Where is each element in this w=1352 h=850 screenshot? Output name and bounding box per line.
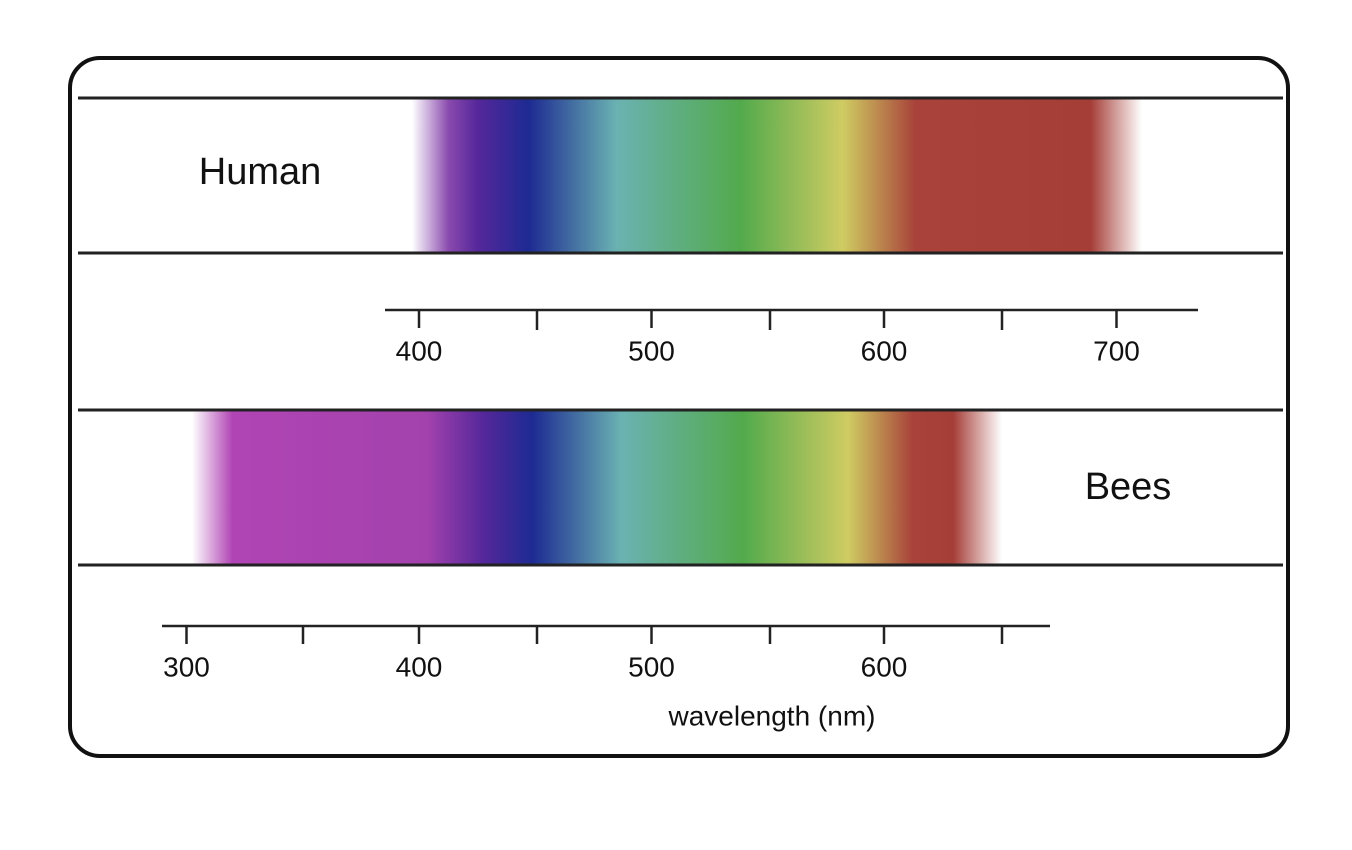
axis-title: wavelength (nm) [668, 700, 876, 731]
panel-label: Bees [1085, 466, 1172, 508]
tick-label: 400 [396, 651, 443, 682]
tick-label: 400 [396, 335, 443, 366]
panel-label: Human [199, 151, 322, 193]
tick-label: 300 [163, 651, 210, 682]
axes [162, 308, 1198, 644]
human-spectrum [412, 98, 1142, 253]
tick-label: 500 [628, 335, 675, 366]
dividers [78, 96, 1283, 567]
tick-label: 500 [628, 651, 675, 682]
bee-spectrum [192, 410, 1002, 565]
tick-label: 600 [861, 651, 908, 682]
tick-label: 700 [1093, 335, 1140, 366]
tick-label: 600 [861, 335, 908, 366]
